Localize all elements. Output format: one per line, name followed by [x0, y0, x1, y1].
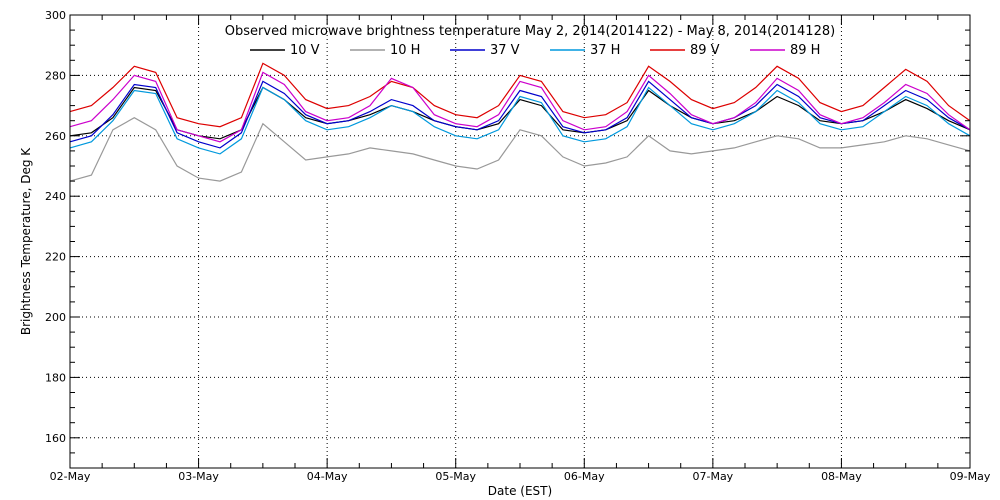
y-tick-label: 180 [45, 371, 66, 384]
x-tick-label: 07-May [692, 470, 733, 483]
legend-label: 89 V [690, 43, 720, 58]
y-tick-label: 160 [45, 432, 66, 445]
legend: 10 V 10 H 37 V 37 H 89 V 89 H [250, 43, 820, 58]
series-line-37-h [69, 86, 971, 155]
y-tick-label: 240 [45, 190, 66, 203]
x-tick-label: 06-May [564, 470, 605, 483]
y-tick-label: 280 [45, 69, 66, 82]
y-tick-label: 220 [45, 251, 66, 264]
plot-frame [69, 14, 971, 469]
series-line-37-v [69, 80, 971, 149]
legend-label: 37 V [490, 43, 520, 58]
legend-label: 10 V [290, 43, 320, 58]
legend-label: 37 H [590, 43, 620, 58]
x-tick-label: 08-May [821, 470, 862, 483]
x-tick-label: 02-May [50, 470, 91, 483]
series-line-10-v [69, 86, 971, 140]
series-line-89-h [69, 71, 971, 143]
x-tick-label: 05-May [435, 470, 476, 483]
axis-ticks: 02-May 03-May 04-May 05-May 06-May 07-May 08-M… [45, 9, 991, 483]
legend-label: 89 H [790, 43, 820, 58]
legend-label: 10 H [390, 43, 420, 58]
x-tick-label: 03-May [178, 470, 219, 483]
series-line-10-h [69, 117, 971, 182]
chart-title: Observed microwave brightness temperatur… [225, 24, 835, 39]
x-tick-label: 04-May [307, 470, 348, 483]
y-tick-label: 300 [45, 9, 66, 22]
x-axis-title: Date (EST) [488, 484, 552, 498]
y-tick-label: 200 [45, 311, 66, 324]
x-tick-label: 09-May [950, 470, 991, 483]
series-lines [69, 62, 971, 182]
series-line-89-v [69, 62, 971, 128]
grid-lines [70, 15, 970, 468]
y-tick-label: 260 [45, 130, 66, 143]
y-axis-title: Brightness Temperature, Deg K [19, 147, 33, 335]
